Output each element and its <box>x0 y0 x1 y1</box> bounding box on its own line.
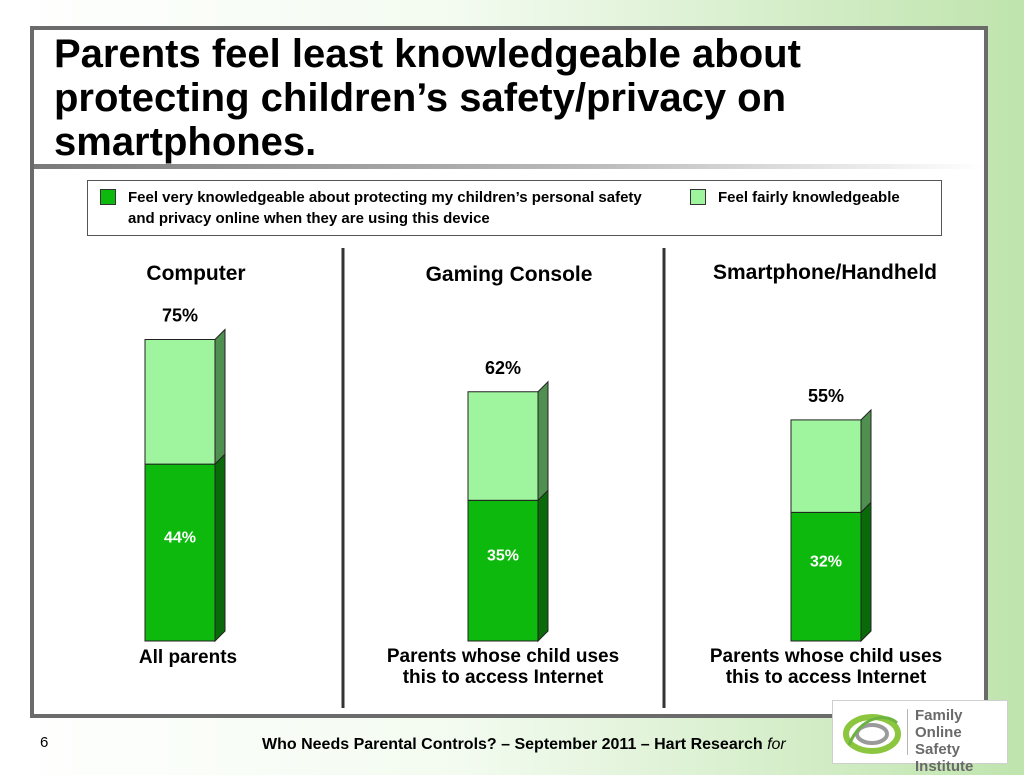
fosi-logo: Family Online Safety Institute <box>832 700 1008 775</box>
data-label-very: 44% <box>164 530 196 547</box>
base-note-line-2: this to access Internet <box>403 667 604 688</box>
data-label-very: 35% <box>487 548 519 565</box>
base-note-line-2: this to access Internet <box>726 667 927 688</box>
category-label: Computer <box>146 262 245 285</box>
data-label-total: 55% <box>808 386 844 406</box>
bar-very-knowledgeable <box>144 463 216 642</box>
bar-fairly-side <box>537 380 549 502</box>
footer-source: Who Needs Parental Controls? – September… <box>262 736 763 753</box>
legend-label-fairly: Feel fairly knowledgeable <box>718 189 900 206</box>
title-divider <box>34 164 984 169</box>
bar-fairly-knowledgeable <box>144 339 216 465</box>
category-label: Smartphone/Handheld <box>713 261 937 284</box>
base-note: All parents <box>139 647 237 668</box>
logo-divider <box>907 709 908 755</box>
bar-fairly-knowledgeable <box>790 419 862 513</box>
logo-line-1: Family <box>915 707 963 724</box>
legend-swatch-fairly <box>690 189 706 205</box>
bar-very-knowledgeable <box>467 499 539 642</box>
base-note-line-1: Parents whose child uses <box>710 646 942 667</box>
bar-fairly-knowledgeable <box>467 391 539 501</box>
legend-swatch-very <box>100 189 116 205</box>
bar-very-side <box>214 452 226 643</box>
bar-fairly-side <box>214 328 226 466</box>
footer-suffix: for <box>767 736 786 753</box>
logo-wordmark: Family Online Safety Institute <box>915 707 1007 775</box>
bar-fairly-side <box>860 408 872 514</box>
category-label: Gaming Console <box>426 263 593 286</box>
legend-label-very: Feel very knowledgeable about protecting… <box>128 189 642 227</box>
logo-line-2: Online Safety <box>915 724 962 758</box>
logo-swirl-icon <box>843 714 901 754</box>
chart-legend: Feel very knowledgeable about protecting… <box>87 180 942 236</box>
bar-very-side <box>537 489 549 643</box>
bar-very-knowledgeable <box>790 511 862 642</box>
data-label-total: 62% <box>485 358 521 378</box>
data-label-very: 32% <box>810 554 842 571</box>
logo-line-3: Institute <box>915 758 974 775</box>
footer-text: Who Needs Parental Controls? – September… <box>262 736 786 754</box>
base-note-line-1: Parents whose child uses <box>387 646 619 667</box>
page-number: 6 <box>40 734 49 751</box>
bar-very-side <box>860 501 872 643</box>
data-label-total: 75% <box>162 306 198 326</box>
slide-title: Parents feel least knowledgeable about p… <box>54 32 801 164</box>
